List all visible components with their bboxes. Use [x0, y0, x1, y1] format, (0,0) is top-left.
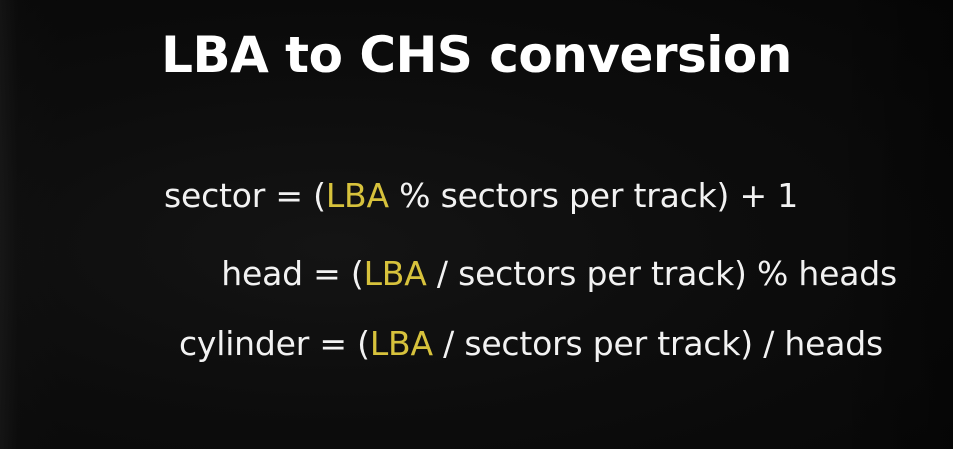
formula-head-lhs: head = (	[221, 254, 364, 293]
formula-cylinder-lba: LBA	[369, 324, 433, 363]
formula-head-rest: / sectors per track) % heads	[426, 254, 897, 293]
slide-title: LBA to CHS conversion	[161, 26, 792, 84]
formula-sector-rest: % sectors per track) + 1	[388, 176, 798, 215]
formula-cylinder-lhs: cylinder = (	[178, 324, 370, 363]
formula-cylinder: cylinder = (LBA / sectors per track) / h…	[179, 324, 883, 364]
formula-cylinder-rest: / sectors per track) / heads	[432, 324, 883, 363]
formula-sector-lhs: sector = (	[164, 176, 326, 215]
formula-head-lba: LBA	[363, 254, 427, 293]
formula-head: head = (LBA / sectors per track) % heads	[221, 254, 897, 294]
formula-sector-lba: LBA	[325, 176, 389, 215]
formula-sector: sector = (LBA % sectors per track) + 1	[164, 176, 798, 216]
